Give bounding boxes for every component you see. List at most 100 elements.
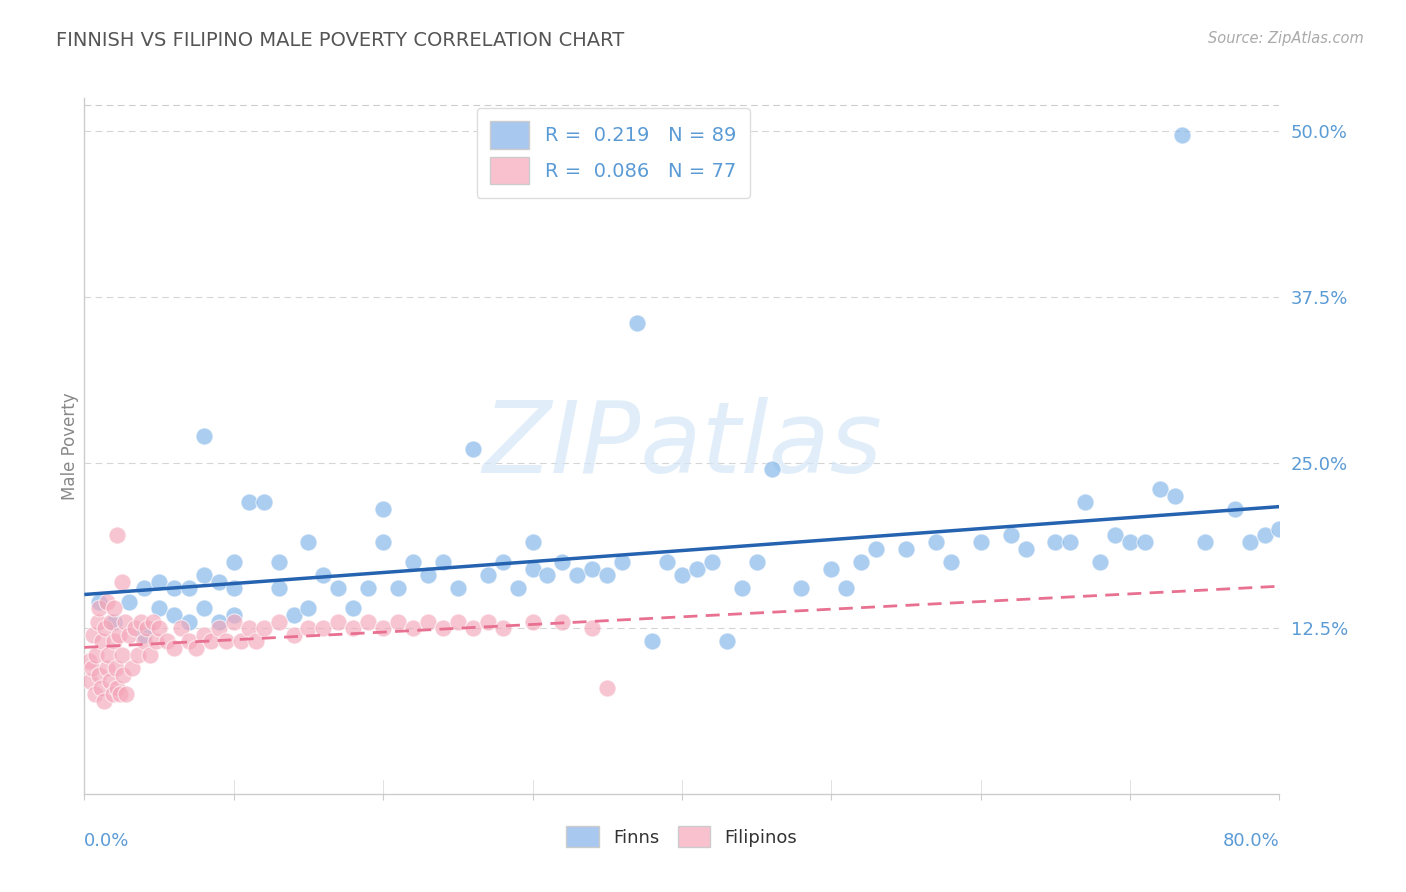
Point <box>103 634 125 648</box>
Point <box>118 628 141 642</box>
Point <box>1223 502 1246 516</box>
Point <box>114 615 136 629</box>
Point <box>238 621 260 635</box>
Point <box>222 607 245 622</box>
Point <box>373 535 395 549</box>
Point <box>328 582 350 596</box>
Point <box>1164 489 1187 503</box>
Point <box>297 601 319 615</box>
Point <box>671 568 693 582</box>
Point <box>312 621 335 635</box>
Point <box>245 634 267 648</box>
Point <box>89 667 111 681</box>
Point <box>231 634 253 648</box>
Point <box>177 582 200 596</box>
Point <box>238 495 260 509</box>
Point <box>129 615 152 629</box>
Point <box>139 648 162 662</box>
Point <box>596 681 619 695</box>
Text: 80.0%: 80.0% <box>1223 832 1279 850</box>
Point <box>626 317 648 331</box>
Point <box>1074 495 1097 509</box>
Point <box>894 541 917 556</box>
Point <box>461 621 484 635</box>
Point <box>101 688 124 702</box>
Point <box>700 555 723 569</box>
Point <box>1090 555 1112 569</box>
Point <box>90 681 112 695</box>
Point <box>208 621 231 635</box>
Point <box>312 568 335 582</box>
Point <box>790 582 813 596</box>
Point <box>148 621 170 635</box>
Point <box>283 628 305 642</box>
Point <box>716 634 738 648</box>
Y-axis label: Male Poverty: Male Poverty <box>62 392 80 500</box>
Point <box>686 561 709 575</box>
Point <box>432 555 454 569</box>
Point <box>124 621 146 635</box>
Point <box>1119 535 1142 549</box>
Point <box>1239 535 1261 549</box>
Point <box>447 582 470 596</box>
Point <box>641 634 664 648</box>
Point <box>163 607 186 622</box>
Point <box>477 568 499 582</box>
Point <box>163 582 186 596</box>
Point <box>86 648 108 662</box>
Point <box>186 641 208 656</box>
Point <box>596 568 619 582</box>
Point <box>655 555 678 569</box>
Point <box>851 555 873 569</box>
Point <box>1133 535 1156 549</box>
Point <box>522 561 544 575</box>
Point <box>208 574 231 589</box>
Point <box>1268 522 1291 536</box>
Point <box>373 621 395 635</box>
Point <box>215 634 238 648</box>
Point <box>447 615 470 629</box>
Text: FINNISH VS FILIPINO MALE POVERTY CORRELATION CHART: FINNISH VS FILIPINO MALE POVERTY CORRELA… <box>56 31 624 50</box>
Point <box>939 555 962 569</box>
Point <box>145 634 167 648</box>
Point <box>104 661 127 675</box>
Point <box>111 574 134 589</box>
Point <box>551 555 574 569</box>
Point <box>97 648 120 662</box>
Point <box>80 661 103 675</box>
Text: 0.0%: 0.0% <box>84 832 129 850</box>
Point <box>357 582 380 596</box>
Point <box>93 694 115 708</box>
Point <box>283 607 305 622</box>
Point <box>1253 528 1275 542</box>
Point <box>103 601 125 615</box>
Point <box>142 615 165 629</box>
Point <box>461 442 484 457</box>
Point <box>170 621 193 635</box>
Text: Source: ZipAtlas.com: Source: ZipAtlas.com <box>1208 31 1364 46</box>
Point <box>731 582 754 596</box>
Point <box>155 634 177 648</box>
Point <box>551 615 574 629</box>
Point <box>522 535 544 549</box>
Point <box>745 555 768 569</box>
Point <box>105 528 128 542</box>
Point <box>1171 128 1194 143</box>
Point <box>492 621 515 635</box>
Point <box>416 615 439 629</box>
Point <box>402 555 425 569</box>
Point <box>222 582 245 596</box>
Point <box>87 615 110 629</box>
Point <box>253 495 276 509</box>
Point <box>342 601 364 615</box>
Point <box>193 628 215 642</box>
Point <box>970 535 993 549</box>
Point <box>177 615 200 629</box>
Point <box>111 648 134 662</box>
Point <box>477 615 499 629</box>
Point <box>536 568 558 582</box>
Point <box>83 688 105 702</box>
Point <box>91 634 114 648</box>
Point <box>328 615 350 629</box>
Point <box>193 568 215 582</box>
